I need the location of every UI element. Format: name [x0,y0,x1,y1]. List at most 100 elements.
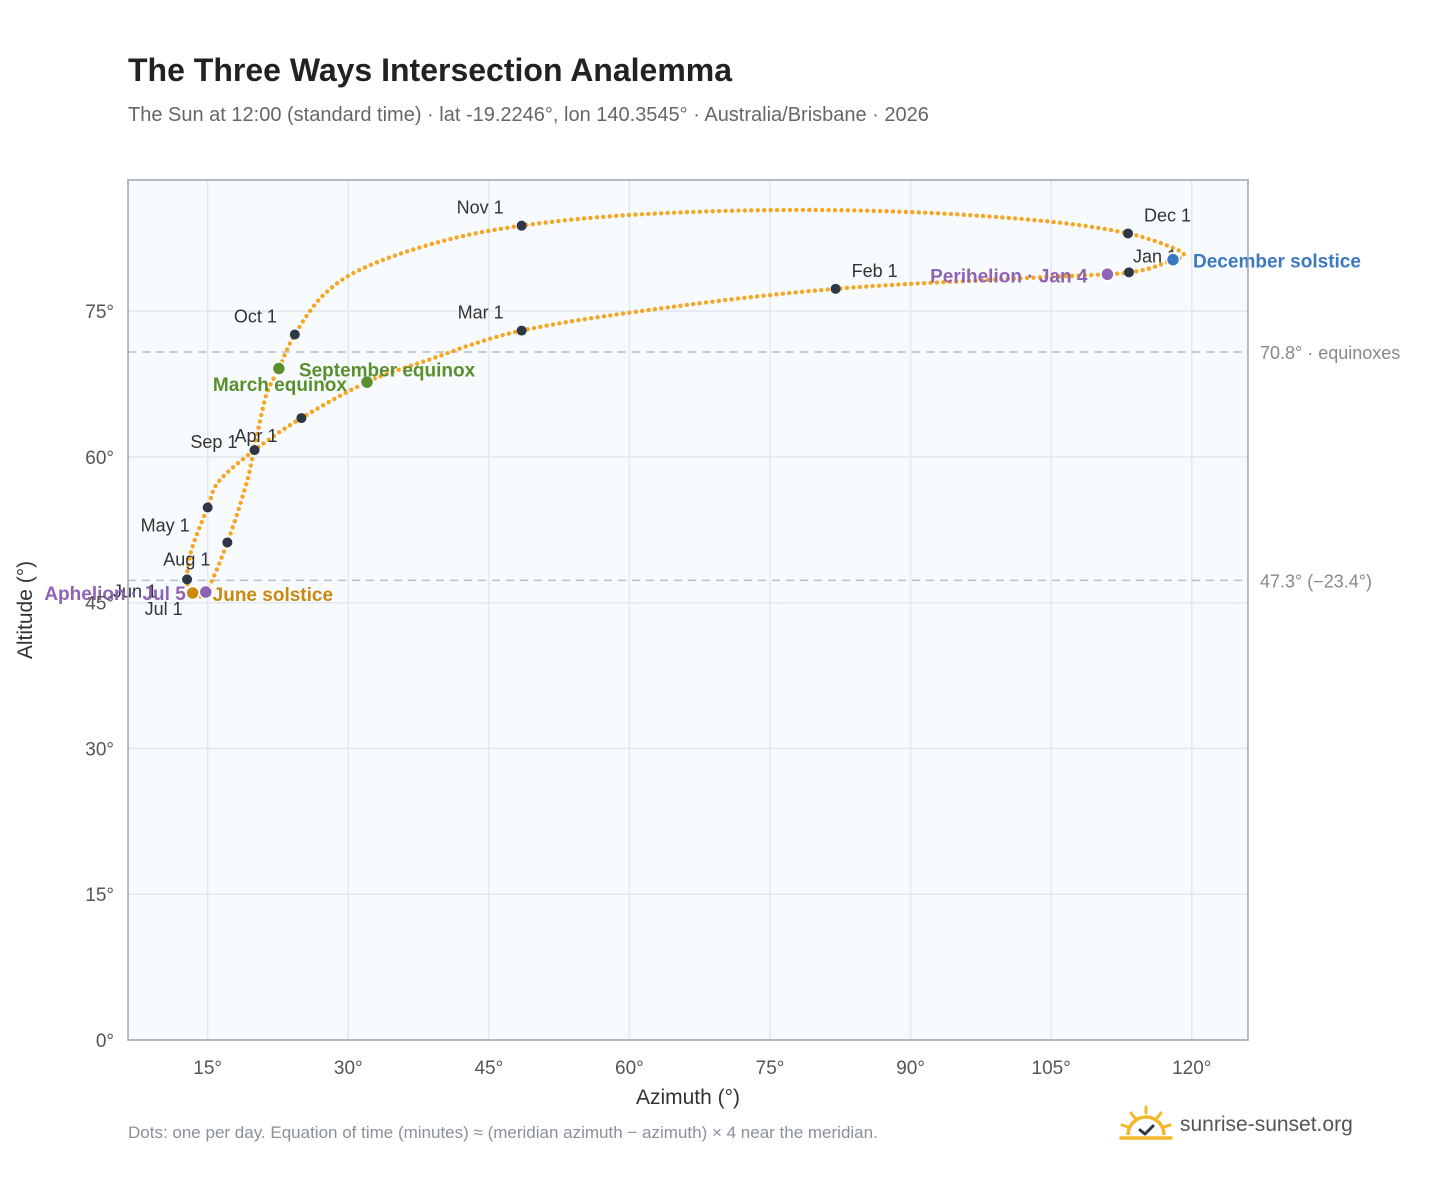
daily-sun-dot [595,315,600,320]
daily-sun-dot [1038,218,1044,223]
daily-sun-dot [311,303,317,308]
daily-sun-dot [576,318,581,323]
daily-sun-dot [1170,245,1175,251]
x-tick-label: 105° [1032,1058,1071,1079]
daily-sun-dot [665,305,670,310]
month-marker-label: May 1 [141,515,190,535]
daily-sun-dot [787,207,793,213]
daily-sun-dot [340,277,345,282]
daily-sun-dot [308,308,313,314]
daily-sun-dot [852,208,857,213]
daily-sun-dot [729,208,735,213]
month-marker-label: Mar 1 [458,303,504,323]
daily-sun-dot [877,208,883,214]
event-marker-label: Perihelion · Jan 4 [930,266,1088,287]
brand-logo[interactable]: sunrise-sunset.org [1118,1100,1353,1150]
daily-sun-dot [217,478,222,484]
daily-sun-dot [1069,273,1075,279]
month-marker-dot [516,325,527,336]
daily-sun-dot [320,403,326,408]
month-marker-dot [222,537,233,548]
daily-sun-dot [260,406,265,412]
daily-sun-dot [807,207,812,213]
daily-sun-dot [282,353,287,358]
daily-sun-dot [646,211,651,217]
daily-sun-dot [562,218,568,223]
daily-sun-dot [530,221,536,227]
daily-sun-dot [639,308,645,314]
daily-sun-dot [1089,224,1095,230]
daily-sun-dot [658,211,664,216]
daily-sun-dot [992,277,998,282]
analemma-daily-dots [184,207,1186,599]
daily-sun-dot [1076,273,1081,278]
daily-sun-dot [277,430,282,435]
daily-sun-dot [960,279,965,284]
daily-sun-dot [457,346,462,351]
daily-sun-dot [197,525,202,531]
daily-sun-dot [421,359,426,364]
daily-sun-dot [902,281,908,287]
daily-sun-dot [192,537,197,543]
daily-sun-dot [1051,219,1056,225]
daily-sun-dot [1134,233,1139,238]
daily-sun-dot [201,513,207,519]
daily-sun-dot [242,488,247,493]
daily-sun-dot [486,228,491,234]
daily-sun-dot [1012,216,1018,221]
daily-sun-dot [1146,236,1151,242]
daily-sun-dot [973,278,978,283]
month-marker-dot [289,329,300,340]
daily-sun-dot [1146,266,1152,271]
daily-sun-dot [266,437,271,442]
month-marker-label: Oct 1 [234,307,277,327]
daily-sun-dot [368,262,374,267]
event-marker-label: December solstice [1193,252,1361,273]
daily-sun-dot [236,506,241,512]
daily-sun-dot [1140,234,1145,240]
daily-sun-dot [213,483,218,489]
daily-sun-dot [408,363,414,368]
event-marker-dot [271,361,287,376]
daily-sun-dot [768,207,773,213]
daily-sun-dot [1024,275,1030,281]
daily-sun-dot [249,457,255,462]
y-axis-title: Altitude (°) [14,561,37,659]
event-marker-dot [1100,267,1115,282]
daily-sun-dot [386,255,392,260]
daily-sun-dot [620,311,626,316]
daily-sun-dot [1140,267,1145,273]
daily-sun-dot [633,309,638,314]
x-tick-label: 60° [615,1058,644,1079]
daily-sun-dot [435,240,441,245]
daily-sun-dot [262,400,267,405]
daily-sun-dot [754,294,760,299]
daily-sun-dot [1083,223,1088,229]
month-marker-label: Jul 1 [145,599,183,619]
daily-sun-dot [212,573,217,578]
daily-sun-dot [271,376,276,381]
y-tick-label: 0° [96,1031,114,1052]
daily-sun-dot [245,452,251,458]
daily-sun-dot [799,289,805,295]
month-marker-label: Aug 1 [163,549,210,569]
daily-sun-dot [813,207,818,213]
daily-sun-dot [284,347,290,352]
reference-line-label: 70.8° · equinoxes [1260,343,1400,363]
daily-sun-dot [411,247,416,252]
y-tick-label: 45° [85,594,114,615]
reference-line-label: 47.3° (−23.4°) [1260,571,1372,591]
daily-sun-dot [1063,273,1068,279]
daily-sun-dot [214,567,219,572]
daily-sun-dot [253,438,258,443]
daily-sun-dot [190,543,195,549]
daily-sun-dot [948,211,954,217]
x-tick-label: 75° [756,1058,785,1079]
daily-sun-dot [716,208,722,214]
daily-sun-dot [248,463,254,468]
daily-sun-dot [543,220,548,225]
daily-sun-dot [475,340,481,345]
daily-sun-dot [678,210,683,215]
daily-sun-dot [427,357,432,362]
month-marker-dot [516,220,527,231]
